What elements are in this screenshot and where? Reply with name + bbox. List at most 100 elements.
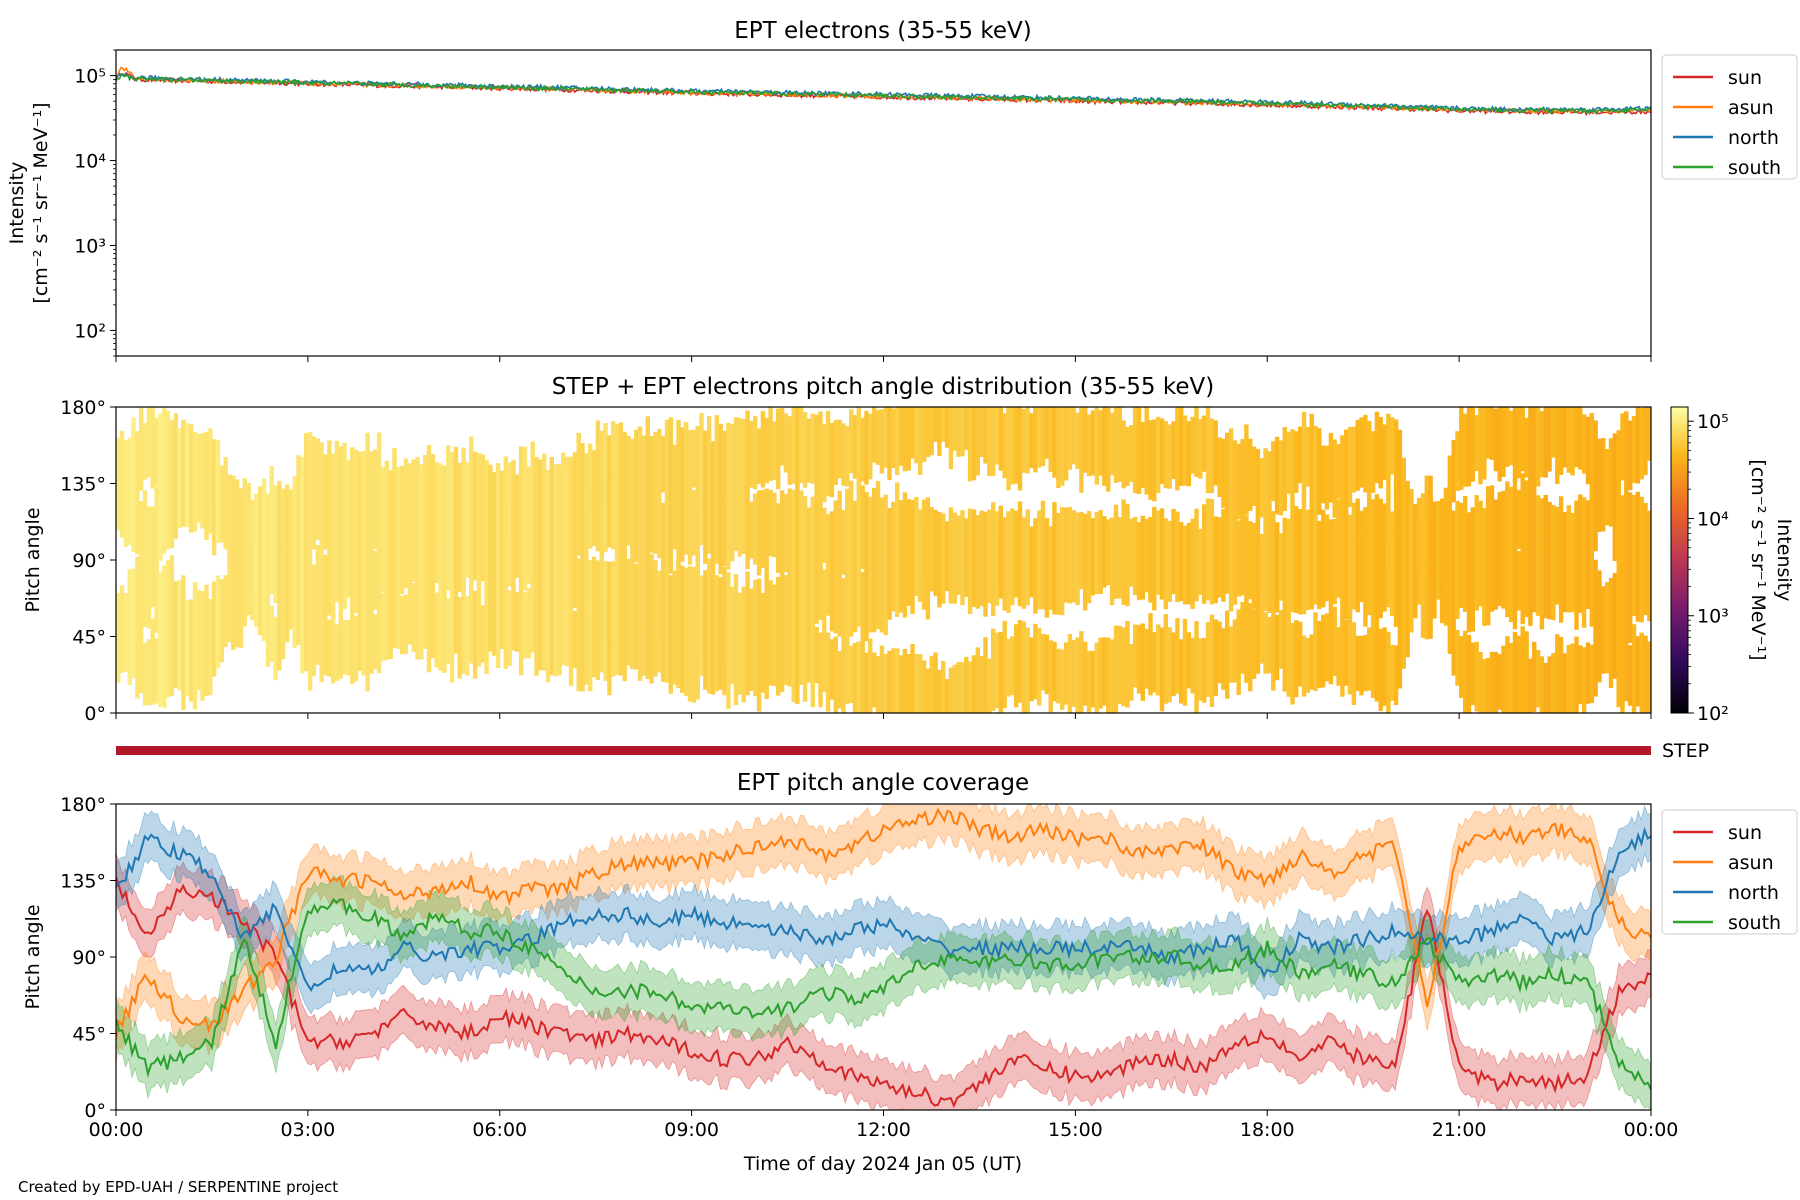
pad-cell: [1386, 543, 1391, 608]
pad-cell: [542, 582, 547, 671]
pad-cell: [1251, 522, 1257, 584]
pad-cell: [607, 435, 612, 504]
pad-cell: [714, 494, 719, 564]
pad-cell: [948, 407, 954, 470]
pad-cell: [1535, 560, 1541, 616]
pad-cell: [1263, 525, 1268, 596]
pad-cell: [1290, 623, 1295, 705]
pad-cell: [852, 415, 858, 479]
pad-cell: [538, 459, 543, 527]
pad-cell: [1601, 586, 1606, 674]
pad-cell: [434, 592, 439, 668]
pad-cell: [703, 570, 708, 659]
pad-cell: [1102, 524, 1107, 581]
pad-cell: [1532, 407, 1537, 481]
pad-cell: [768, 608, 773, 686]
pad-cell: [699, 484, 704, 546]
pad-cell: [1144, 628, 1149, 689]
series-asun-line: [116, 66, 1651, 115]
pad-cell: [1198, 419, 1203, 479]
pad-cell: [576, 432, 581, 525]
pad-cell: [684, 422, 689, 517]
pad-cell: [1509, 410, 1514, 466]
pad-cell: [154, 638, 159, 704]
pad-cell: [426, 509, 432, 603]
pad-cell: [1512, 478, 1518, 558]
pad-cell: [131, 615, 136, 679]
pad-cell: [476, 453, 482, 533]
pad-cell: [480, 605, 485, 663]
pad-cell: [219, 582, 224, 663]
pad-cell: [776, 576, 781, 652]
pad-cell: [1236, 524, 1241, 597]
pad-cell: [208, 428, 213, 503]
pad-cell: [887, 508, 892, 564]
pad-cell: [1317, 621, 1322, 688]
pad-cell: [852, 642, 858, 713]
pad-cell: [1063, 407, 1069, 481]
pad-cell: [818, 411, 823, 505]
pad-cell: [1029, 541, 1034, 598]
pad-cell: [1643, 503, 1648, 571]
pad-cell: [1282, 520, 1287, 602]
pad-cell: [1501, 645, 1506, 713]
pad-cell: [1420, 499, 1426, 589]
pad-cell: [645, 416, 650, 505]
pad-cell: [806, 546, 812, 639]
pad-cell: [967, 528, 973, 614]
pad-cell: [304, 604, 309, 672]
pad-cell: [1570, 539, 1575, 613]
pad-cell: [449, 594, 455, 683]
pad-cell: [1121, 627, 1126, 707]
pad-cell: [135, 556, 140, 640]
pad-cell: [576, 498, 581, 556]
pad-cell: [810, 496, 815, 578]
pad-cell: [162, 631, 167, 708]
pad-cell: [1286, 431, 1291, 494]
pad-cell: [1347, 610, 1353, 695]
credit-text: Created by EPD-UAH / SERPENTINE project: [18, 1178, 338, 1196]
pad-cell: [1532, 556, 1537, 613]
pad-cell: [192, 432, 198, 495]
pad-cell: [657, 428, 662, 521]
pad-cell: [829, 547, 835, 632]
pad-cell: [296, 582, 301, 646]
pad-cell: [530, 511, 535, 593]
panel2-x-ticks: [115, 713, 1652, 719]
pad-cell: [603, 600, 608, 681]
y-tick-label: 10²: [74, 320, 106, 342]
pad-cell: [944, 679, 950, 713]
pad-cell: [1378, 528, 1383, 619]
pad-cell: [204, 607, 209, 696]
pad-cell: [238, 517, 244, 594]
pad-cell: [1060, 534, 1065, 616]
pad-cell: [1397, 429, 1403, 511]
pad-cell: [446, 482, 451, 575]
pad-cell: [1355, 635, 1360, 692]
pad-cell: [296, 505, 301, 600]
pad-cell: [1317, 428, 1322, 515]
pad-cell: [154, 417, 159, 487]
pad-cell: [1493, 536, 1499, 610]
pad-cell: [822, 635, 827, 692]
pad-cell: [1179, 639, 1184, 704]
pad-cell: [1386, 493, 1391, 573]
pad-cell: [814, 556, 819, 624]
pad-cell: [538, 521, 543, 600]
pad-cell: [829, 422, 835, 498]
pad-cell: [1578, 494, 1583, 563]
pad-cell: [419, 505, 424, 568]
pad-cell: [438, 492, 443, 558]
pad-cell: [265, 581, 271, 667]
pad-cell: [246, 518, 251, 582]
colorbar-label-line2: [cm⁻² s⁻¹ sr⁻¹ MeV⁻¹]: [1747, 459, 1769, 660]
pad-cell: [1067, 407, 1073, 470]
pad-cell: [315, 608, 320, 665]
pad-cell: [891, 501, 896, 577]
pad-cell: [687, 610, 693, 702]
pad-cell: [576, 558, 581, 628]
pad-cell: [1221, 438, 1226, 508]
pad-cell: [361, 613, 366, 676]
pad-cell: [139, 407, 144, 491]
pad-cell: [1259, 458, 1264, 518]
